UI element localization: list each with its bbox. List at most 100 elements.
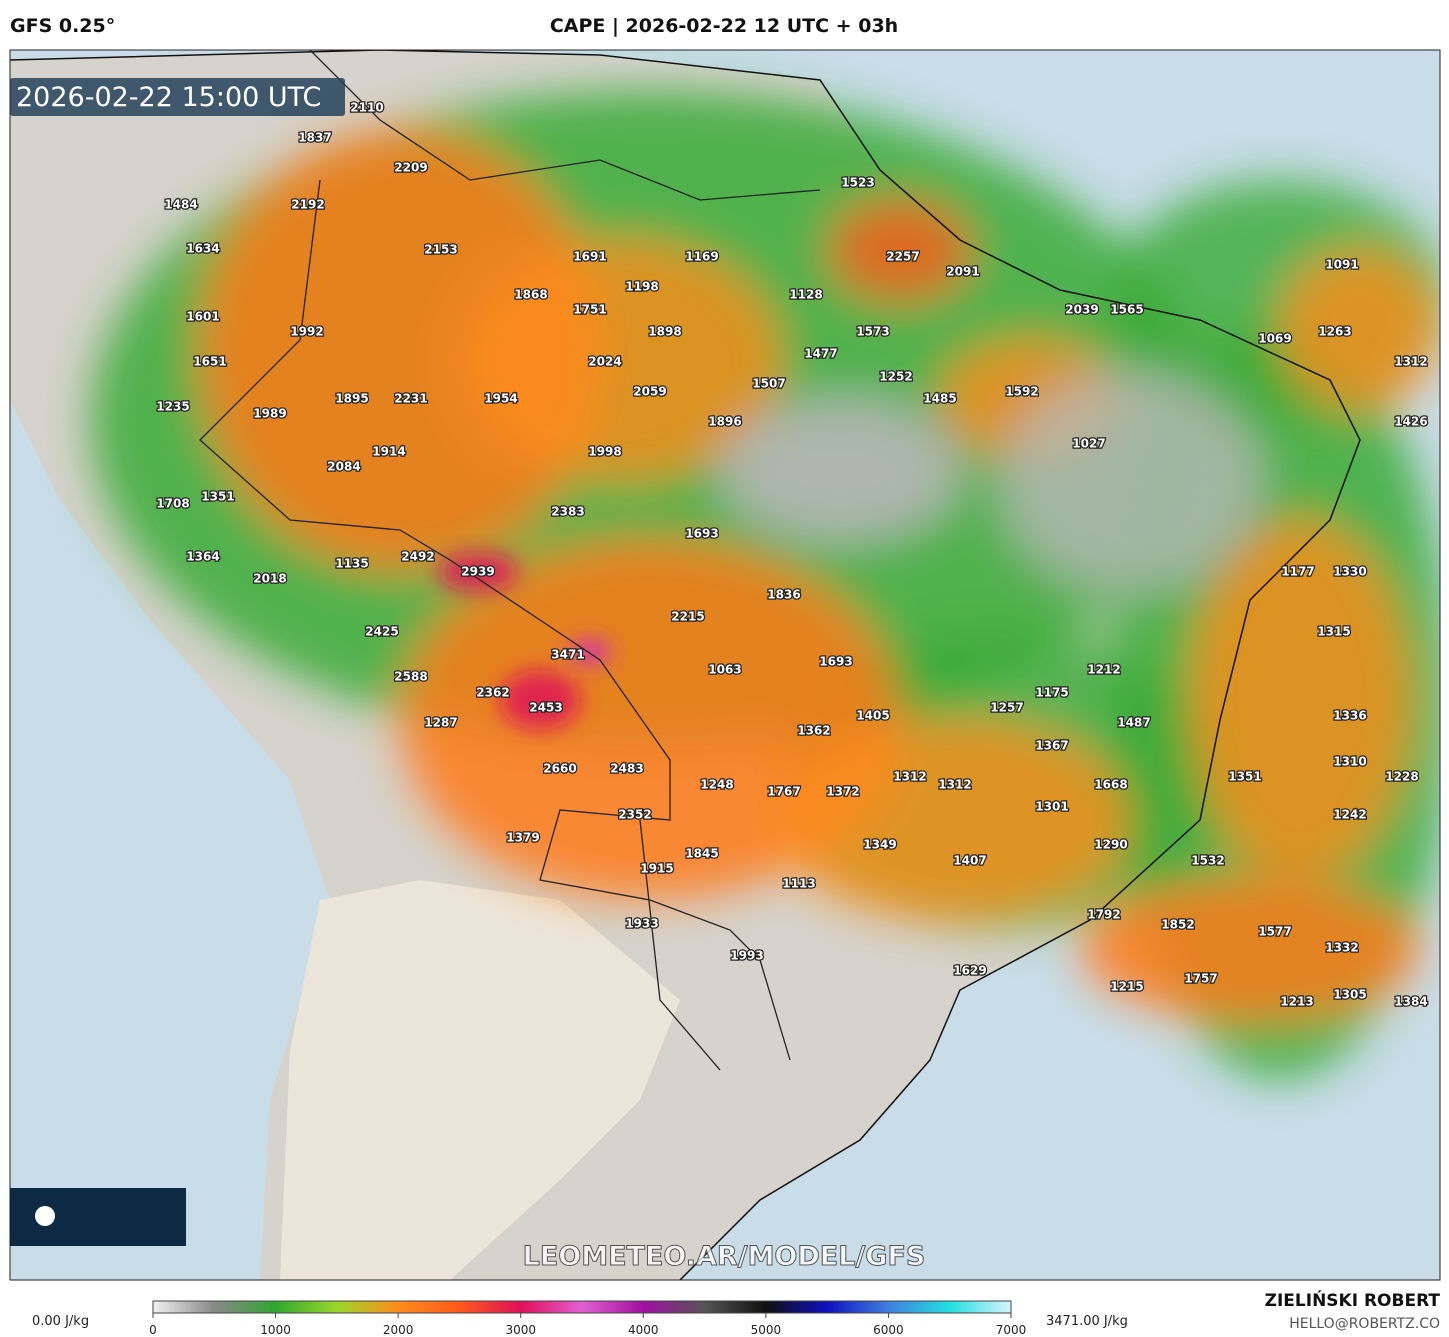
- cape-label: 1757: [1184, 972, 1217, 986]
- coastline: [10, 50, 1361, 1280]
- cape-label: 1384: [1394, 995, 1427, 1009]
- country-borders: [199, 50, 821, 1071]
- cape-labels: 2110 1837 2209 1523 1484 2192 2153 1634 1691 1169…: [155, 99, 1429, 1010]
- cape-label: 1235: [156, 400, 189, 414]
- cape-label: 1407: [953, 854, 986, 868]
- cape-label: 1177: [1281, 565, 1314, 579]
- cape-field: [90, 90, 1440, 1080]
- cape-label: 1362: [797, 724, 830, 738]
- cape-label: 1629: [953, 964, 986, 978]
- cape-label: 1305: [1333, 988, 1366, 1002]
- cape-label: 1565: [1110, 303, 1143, 317]
- cape-label: 2257: [886, 250, 919, 264]
- colorbar-tick-label: 5000: [751, 1323, 782, 1337]
- cape-label: 2939: [461, 565, 494, 579]
- cape-label: 2018: [253, 572, 286, 586]
- cape-label: 1915: [640, 862, 673, 876]
- cape-label: 1792: [1087, 908, 1120, 922]
- cape-label: 1212: [1087, 663, 1120, 677]
- map-frame: [9, 49, 1441, 1281]
- cape-label: 1577: [1258, 925, 1291, 939]
- contact: HELLO@ROBERTZ.CO: [1289, 1316, 1440, 1332]
- cape-label: 2588: [394, 670, 427, 684]
- colorbar-min: 0.00 J/kg: [32, 1314, 89, 1329]
- cape-label: 1091: [1325, 258, 1358, 272]
- map-title: CAPE | 2026-02-22 12 UTC + 03h: [550, 15, 898, 37]
- cape-label: 1993: [730, 949, 763, 963]
- cape-label: 1484: [164, 198, 197, 212]
- colorbar-tick-label: 6000: [873, 1323, 904, 1337]
- cape-label: 1989: [253, 407, 286, 421]
- cape-label: 1895: [335, 392, 368, 406]
- cape-label: 1487: [1117, 716, 1150, 730]
- cape-label: 1315: [1317, 625, 1350, 639]
- cape-label: 1372: [826, 785, 859, 799]
- cape-label: 1287: [424, 716, 457, 730]
- colorbar-tick-label: 4000: [628, 1323, 659, 1337]
- cape-label: 1405: [856, 709, 889, 723]
- cape-label: 1336: [1333, 709, 1366, 723]
- cape-label: 1312: [1394, 355, 1427, 369]
- cape-label: 1349: [863, 838, 896, 852]
- colorbar-max: 3471.00 J/kg: [1046, 1314, 1128, 1329]
- cape-label: 1027: [1072, 437, 1105, 451]
- cape-label: 1914: [372, 445, 405, 459]
- cape-label: 1248: [700, 778, 733, 792]
- cape-label: 1426: [1394, 415, 1427, 429]
- cape-label: 1852: [1161, 918, 1194, 932]
- cape-label: 2059: [633, 385, 666, 399]
- cape-label: 1257: [990, 701, 1023, 715]
- cape-label: 2660: [543, 762, 576, 776]
- cape-label: 2425: [365, 625, 398, 639]
- cape-label: 1837: [298, 131, 331, 145]
- cape-label: 2362: [476, 686, 509, 700]
- cape-label: 1933: [625, 917, 658, 931]
- logo-icon: [35, 1206, 55, 1226]
- colorbar-tick-label: 7000: [996, 1323, 1027, 1337]
- cape-label: 1351: [201, 490, 234, 504]
- cape-label: 1691: [573, 250, 606, 264]
- cape-label: 1310: [1333, 755, 1366, 769]
- author: ZIELIŃSKI ROBERT: [1265, 1289, 1441, 1311]
- cape-label: 1896: [708, 415, 741, 429]
- cape-label: 2091: [946, 265, 979, 279]
- cape-label: 1751: [573, 303, 606, 317]
- colorbar-tick-label: 2000: [383, 1323, 414, 1337]
- cape-label: 1215: [1110, 980, 1143, 994]
- cape-label: 1242: [1333, 808, 1366, 822]
- cape-label: 1634: [186, 242, 219, 256]
- cape-label: 1069: [1258, 332, 1291, 346]
- cape-label: 1651: [193, 355, 226, 369]
- cape-label: 1954: [484, 392, 517, 406]
- cape-label: 1213: [1280, 995, 1313, 1009]
- cape-label: 1063: [708, 663, 741, 677]
- cape-label: 3471: [551, 648, 584, 662]
- colorbar-tick-label: 0: [149, 1323, 157, 1337]
- cape-label: 1523: [841, 176, 874, 190]
- cape-label: 1364: [186, 550, 219, 564]
- cape-label: 1312: [938, 778, 971, 792]
- cape-label: 1175: [1035, 686, 1068, 700]
- cape-label: 1367: [1035, 739, 1068, 753]
- cape-label: 1573: [856, 325, 889, 339]
- cape-label: 1113: [782, 877, 815, 891]
- cape-label: 1898: [648, 325, 681, 339]
- cape-label: 1693: [819, 655, 852, 669]
- colorbar: [152, 1300, 1012, 1314]
- cape-label: 1330: [1333, 565, 1366, 579]
- watermark: LEOMETEO.AR/MODEL/GFS: [523, 1241, 926, 1272]
- cape-label: 1477: [804, 347, 837, 361]
- map: 2110 1837 2209 1523 1484 2192 2153 1634 1691 1169…: [10, 50, 1440, 1280]
- cape-label: 1252: [879, 370, 912, 384]
- cape-label: 1135: [335, 557, 368, 571]
- cape-label: 1708: [156, 497, 189, 511]
- cape-label: 2215: [671, 610, 704, 624]
- cape-label: 1868: [514, 288, 547, 302]
- valid-time: 2026-02-22 15:00 UTC: [16, 82, 321, 113]
- cape-label: 2024: [588, 355, 621, 369]
- cape-label: 1767: [767, 785, 800, 799]
- cape-label: 1198: [625, 280, 658, 294]
- cape-peaks: [438, 552, 612, 730]
- cape-label: 2209: [394, 161, 427, 175]
